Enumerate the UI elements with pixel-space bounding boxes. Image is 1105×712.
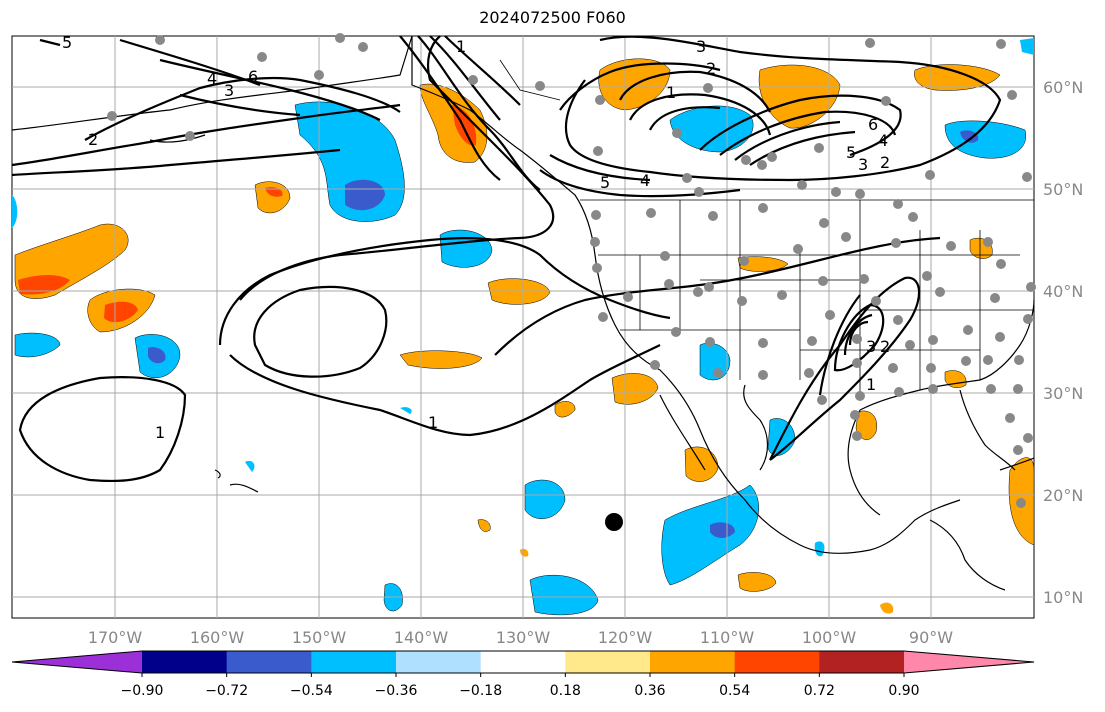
colorbar-tick-label: −0.72 [205, 683, 248, 699]
contour-label-3c: 3 [858, 155, 868, 174]
colorbar-segment [565, 651, 651, 673]
station-dots [107, 33, 1036, 508]
contour-label-5b: 5 [600, 173, 610, 192]
colorbar-segment [650, 651, 736, 673]
colorbar-segment [734, 651, 820, 673]
contour-label-3d: 3 [866, 337, 876, 356]
lat-label-60: 60°N [1043, 78, 1083, 97]
colorbar-tick-label: −0.54 [290, 683, 333, 699]
colorbar-segment [480, 651, 566, 673]
colorbar-tick-label: 0.36 [634, 683, 665, 699]
lat-label-50: 50°N [1043, 180, 1083, 199]
colorbar-tick-label: 0.90 [888, 683, 919, 699]
contour-label-1b: 1 [428, 413, 438, 432]
contour-label-4c: 4 [878, 131, 888, 150]
lon-label-130: 130°W [496, 628, 551, 647]
latitude-labels: 60°N 50°N 40°N 30°N 20°N 10°N [1043, 78, 1083, 607]
colorbar-extend-low [12, 651, 142, 673]
lon-label-90: 90°W [909, 628, 953, 647]
map-title: 2024072500 F060 [479, 8, 626, 27]
contour-label-5: 5 [62, 33, 72, 52]
contour-label-1e: 1 [866, 375, 876, 394]
contour-lines [11, 35, 1002, 483]
lon-label-110: 110°W [700, 628, 755, 647]
lon-label-100: 100°W [802, 628, 857, 647]
contour-label-1d: 1 [666, 83, 676, 102]
colorbar-tick-label: 0.54 [719, 683, 750, 699]
colorbar-segment [311, 651, 397, 673]
colorbar-segment [226, 651, 312, 673]
contour-label-2d: 2 [880, 337, 890, 356]
colorbar-tick-label: −0.90 [121, 683, 164, 699]
colorbar-tick-label: −0.18 [459, 683, 502, 699]
lon-label-120: 120°W [598, 628, 653, 647]
center-marker [605, 513, 623, 531]
lon-label-150: 150°W [292, 628, 347, 647]
contour-label-2b: 2 [706, 59, 716, 78]
contour-label-group: 1 1 2 3 4 6 5 1 3 2 1 5 4 6 4 5 3 2 2 3 … [62, 33, 890, 442]
contour-label-4: 4 [207, 69, 217, 88]
lon-label-170: 170°W [88, 628, 143, 647]
contour-label-1: 1 [155, 423, 165, 442]
contour-label-5c: 5 [846, 143, 856, 162]
contour-label-3: 3 [224, 81, 234, 100]
colorbar-segment [819, 651, 905, 673]
lat-label-40: 40°N [1043, 282, 1083, 301]
contour-label-2c: 2 [880, 153, 890, 172]
colorbar-tick-label: 0.72 [804, 683, 835, 699]
negative-anomaly-areas [12, 38, 1034, 616]
lon-label-140: 140°W [394, 628, 449, 647]
colorbar-segment [396, 651, 482, 673]
colorbar-extend-high [904, 651, 1034, 673]
lat-label-20: 20°N [1043, 486, 1083, 505]
positive-anomaly-areas [14, 58, 1035, 614]
lat-label-30: 30°N [1043, 384, 1083, 403]
contour-label-6b: 6 [868, 115, 878, 134]
contour-label-4b: 4 [640, 171, 650, 190]
contour-label-6: 6 [248, 67, 258, 86]
longitude-labels: 170°W 160°W 150°W 140°W 130°W 120°W 110°… [88, 628, 953, 647]
colorbar-tick-label: −0.36 [375, 683, 418, 699]
lon-label-160: 160°W [190, 628, 245, 647]
colorbar-tick-label: 0.18 [550, 683, 581, 699]
lat-label-10: 10°N [1043, 588, 1083, 607]
contour-label-1c: 1 [456, 37, 466, 56]
contour-label-3b: 3 [696, 37, 706, 56]
contour-label-2: 2 [88, 130, 98, 149]
colorbar: −0.90 −0.72 −0.54 −0.36 −0.18 0.18 0.36 0.54 0.7… [11, 650, 1035, 699]
colorbar-segment [142, 651, 228, 673]
